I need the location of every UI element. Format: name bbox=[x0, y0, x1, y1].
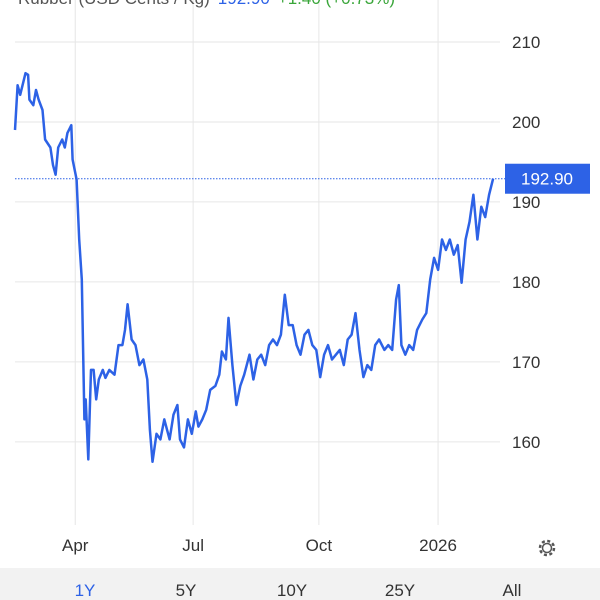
price-line bbox=[13, 71, 495, 464]
y-tick-label: 160 bbox=[512, 433, 540, 452]
range-button[interactable]: 5Y bbox=[176, 581, 197, 600]
change: +1.40 (+0.73%) bbox=[278, 0, 395, 8]
x-tick-label: 2026 bbox=[419, 536, 457, 555]
header: Rubber (USD Cents / Kg) 192.90 +1.40 (+0.7… bbox=[18, 0, 395, 8]
settings-icon[interactable] bbox=[538, 539, 556, 557]
y-tick-label: 200 bbox=[512, 113, 540, 132]
y-tick-label: 170 bbox=[512, 353, 540, 372]
range-button[interactable]: 25Y bbox=[385, 581, 415, 600]
x-tick-label: Apr bbox=[62, 536, 89, 555]
range-button[interactable]: All bbox=[503, 581, 522, 600]
range-button[interactable]: 1Y bbox=[75, 581, 96, 600]
range-bar bbox=[0, 568, 600, 600]
last-price-label: 192.90 bbox=[521, 170, 573, 189]
chart-title: Rubber (USD Cents / Kg) bbox=[18, 0, 210, 8]
range-button[interactable]: 10Y bbox=[277, 581, 307, 600]
x-tick-label: Oct bbox=[306, 536, 333, 555]
y-tick-label: 180 bbox=[512, 273, 540, 292]
last-price-box bbox=[505, 163, 590, 194]
price: 192.90 bbox=[218, 0, 270, 8]
x-tick-label: Jul bbox=[182, 536, 204, 555]
y-tick-label: 190 bbox=[512, 193, 540, 212]
y-tick-label: 210 bbox=[512, 33, 540, 52]
